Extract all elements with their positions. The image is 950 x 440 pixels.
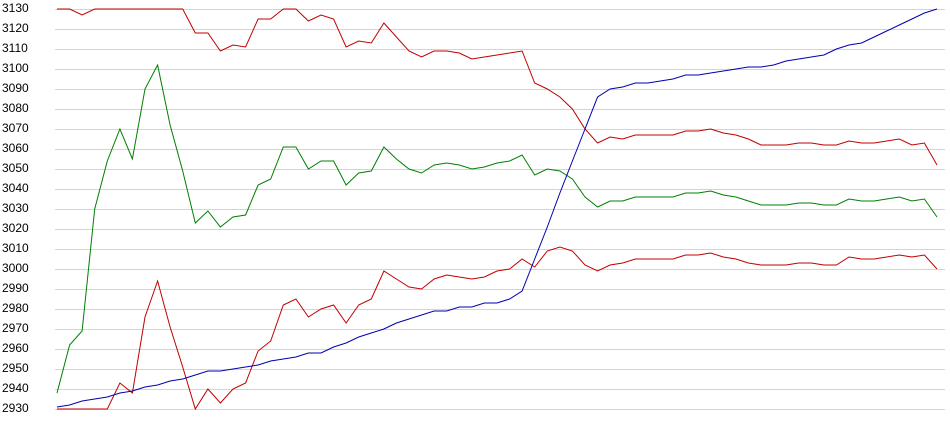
line-series [56,63,938,394]
y-tick-label: 3130 [2,1,29,15]
y-tick-label: 2980 [2,301,29,315]
y-tick-label: 2950 [2,361,29,375]
y-tick-label: 3100 [2,61,29,75]
line-series [56,8,938,408]
y-tick-label: 3030 [2,201,29,215]
y-tick-label: 3060 [2,141,29,155]
line-series [57,246,938,411]
y-tick-label: 2970 [2,321,29,335]
y-tick-label: 2940 [2,381,29,395]
y-tick-label: 3020 [2,221,29,235]
y-tick-label: 3090 [2,81,29,95]
y-tick-label: 2990 [2,281,29,295]
y-tick-label: 2930 [2,401,29,415]
y-tick-label: 3000 [2,261,29,275]
y-tick-label: 3110 [2,41,28,55]
y-tick-label: 3070 [2,121,29,135]
y-tick-label: 2960 [2,341,29,355]
y-tick-label: 3010 [2,241,29,255]
y-tick-label: 3040 [2,181,29,195]
y-tick-label: 3080 [2,101,29,115]
line-series [57,8,938,166]
y-tick-label: 3120 [2,21,29,35]
y-tick-label: 3050 [2,161,29,175]
